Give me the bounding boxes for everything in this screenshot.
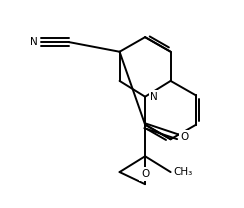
- Text: O: O: [181, 132, 189, 142]
- Text: CH₃: CH₃: [173, 167, 193, 177]
- Text: N: N: [151, 92, 158, 102]
- Text: N: N: [30, 37, 38, 47]
- Text: O: O: [141, 169, 149, 179]
